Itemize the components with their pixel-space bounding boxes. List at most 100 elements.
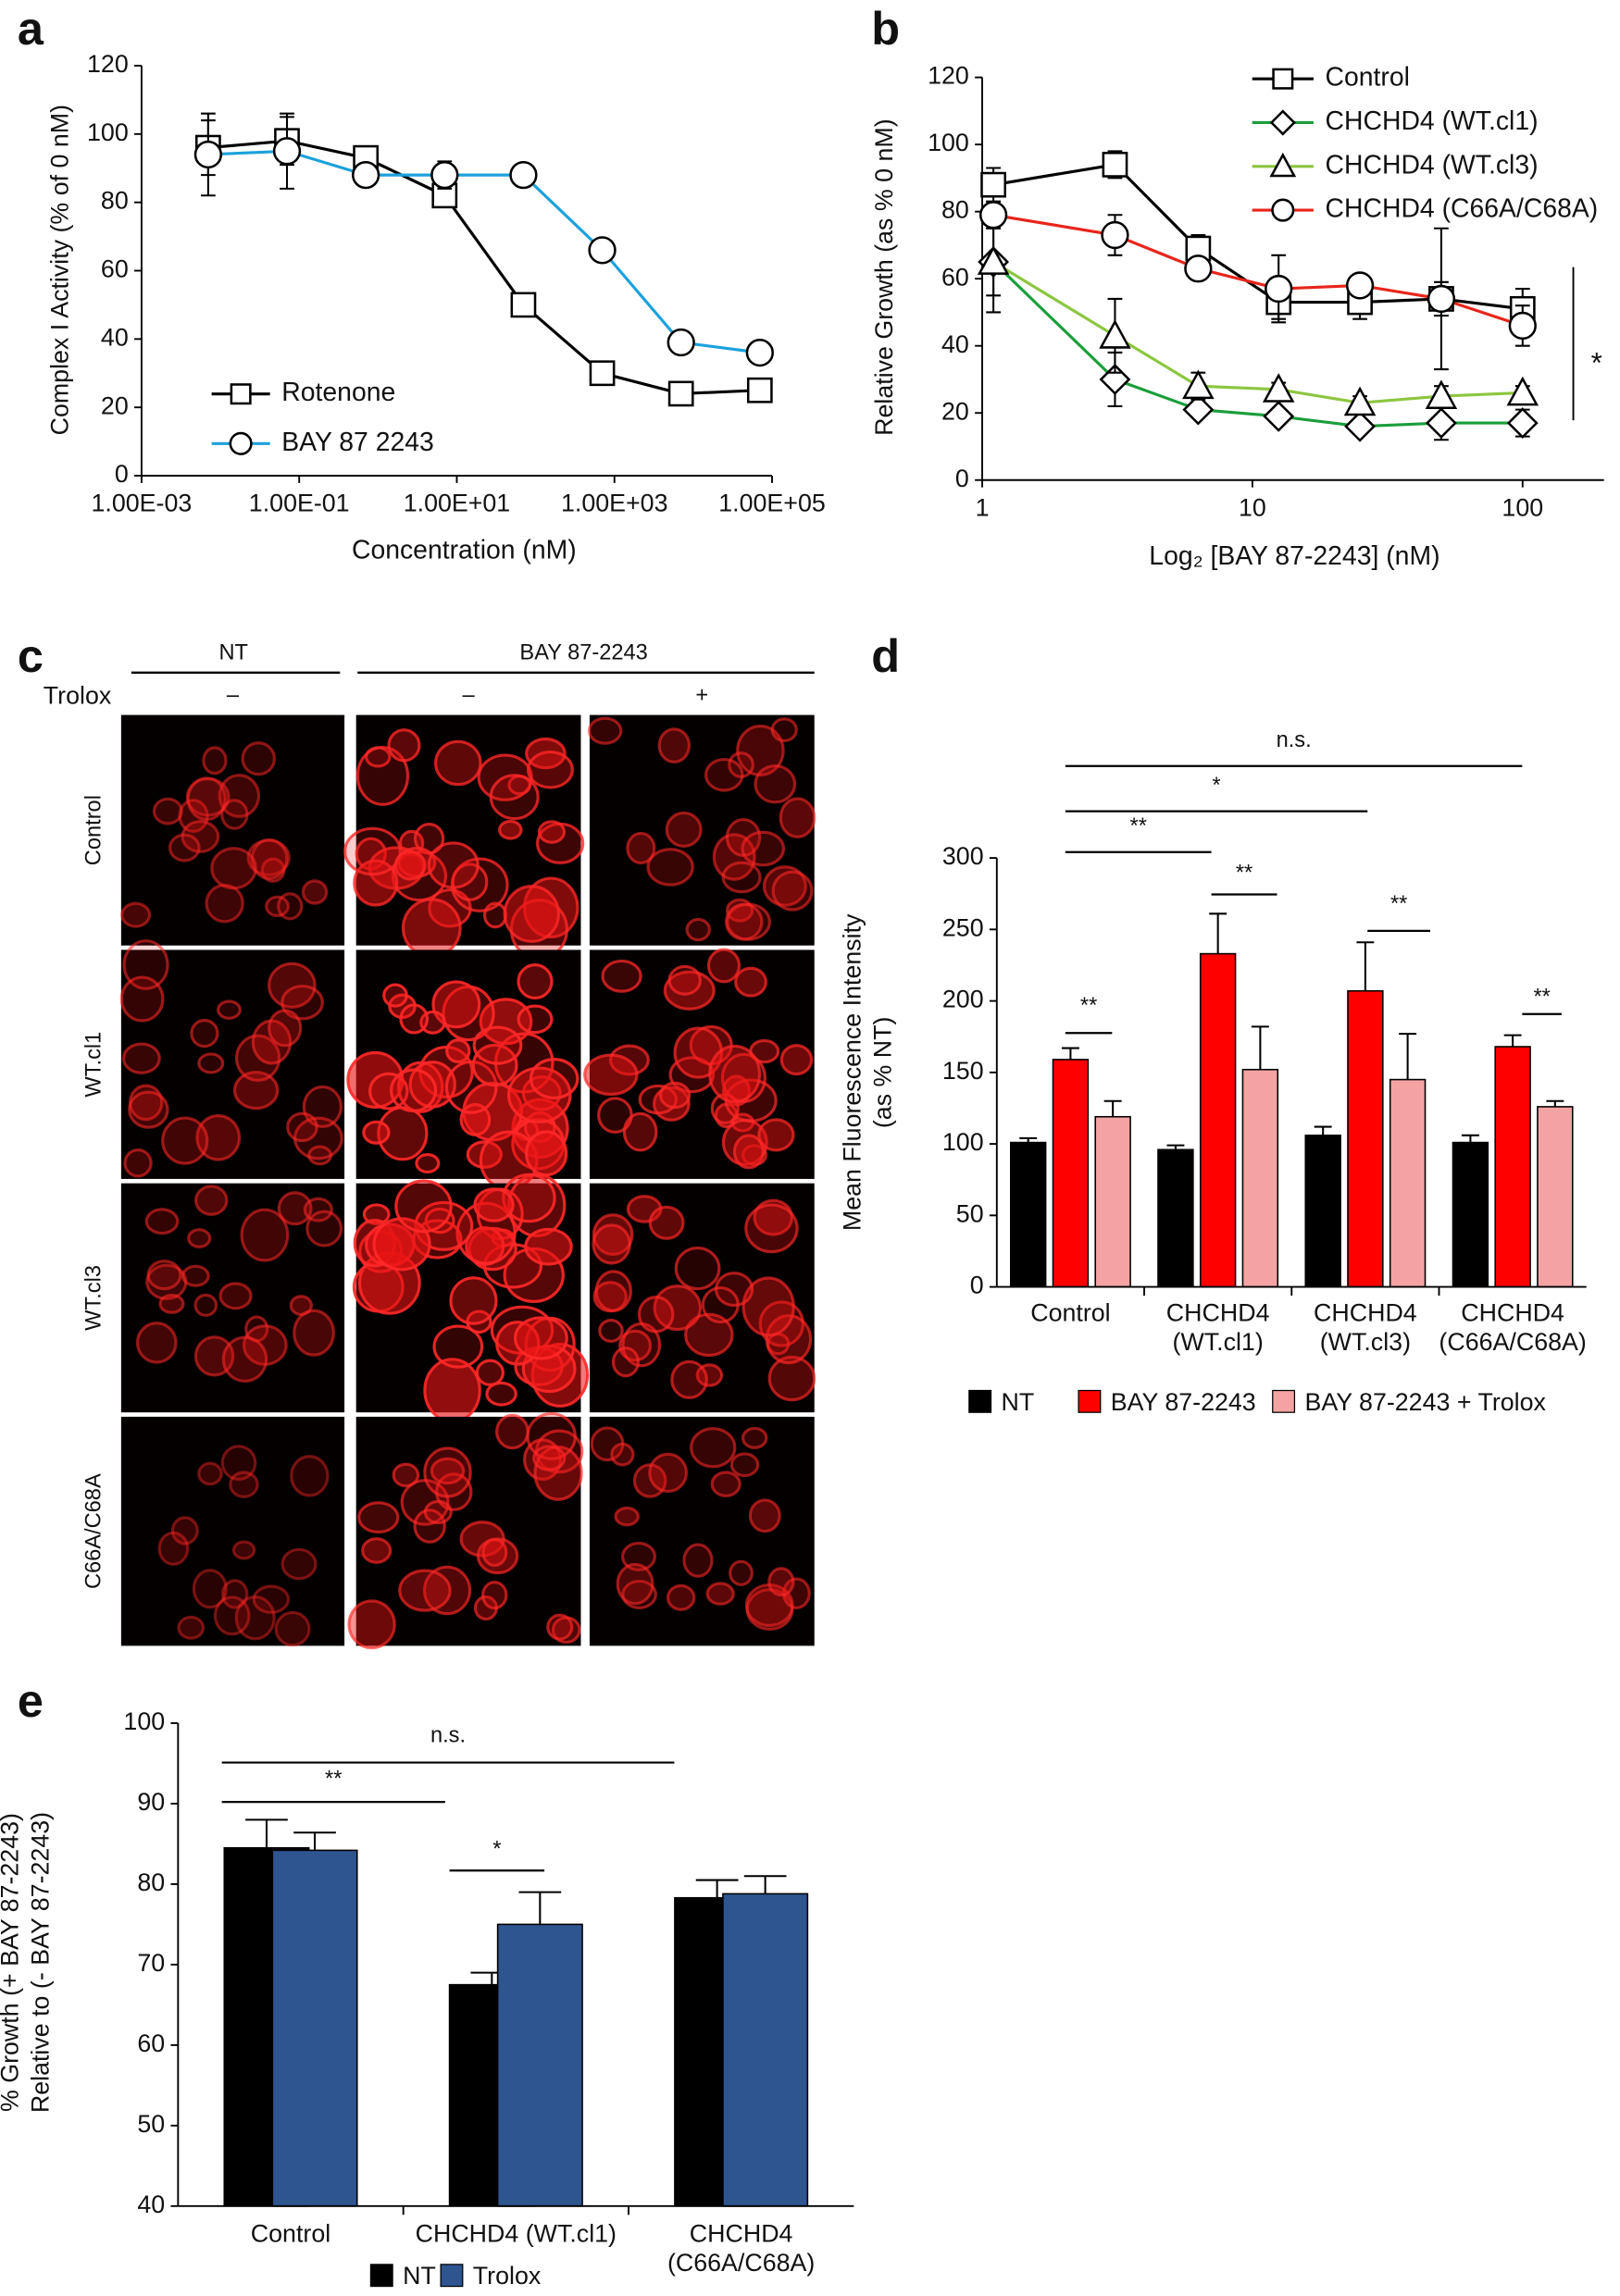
cell bbox=[532, 1445, 567, 1471]
cell bbox=[753, 1198, 794, 1236]
cell bbox=[408, 1061, 456, 1109]
y-tick-label: 150 bbox=[942, 1057, 984, 1085]
cell bbox=[193, 1293, 218, 1317]
legend-swatch bbox=[1078, 1389, 1102, 1413]
marker bbox=[352, 160, 380, 190]
cell bbox=[757, 1118, 795, 1152]
cell bbox=[513, 1316, 568, 1360]
marker bbox=[1099, 319, 1131, 349]
y-tick-label: 80 bbox=[941, 196, 969, 224]
cell bbox=[168, 833, 201, 863]
y-tick-label: 40 bbox=[137, 2191, 165, 2218]
y-tick-label: 100 bbox=[928, 129, 969, 156]
cell bbox=[729, 1559, 754, 1586]
cell bbox=[120, 901, 152, 928]
cell bbox=[472, 1025, 523, 1065]
marker bbox=[510, 292, 537, 318]
cell bbox=[620, 1542, 656, 1571]
cell bbox=[231, 1540, 256, 1560]
cell bbox=[192, 1569, 228, 1609]
text-line: (WT.cl3) bbox=[1320, 1328, 1411, 1356]
cell bbox=[234, 1595, 276, 1641]
cell bbox=[637, 1296, 675, 1334]
cell bbox=[202, 746, 228, 776]
text-line: Mean Fluorescence Intensity bbox=[838, 913, 866, 1231]
y-axis-label: Mean Fluorescence Intensity (as % NT) bbox=[838, 913, 896, 1231]
cell bbox=[527, 750, 574, 789]
cell bbox=[736, 725, 785, 776]
y-tick-label: 100 bbox=[942, 1128, 984, 1156]
cell bbox=[721, 861, 762, 894]
significance-label: ** bbox=[1236, 862, 1252, 886]
cell bbox=[343, 826, 402, 876]
panel-letter: c bbox=[18, 629, 44, 682]
cell bbox=[121, 1042, 161, 1074]
cell bbox=[708, 1044, 762, 1104]
treatment-label: Trolox bbox=[44, 682, 112, 710]
cell bbox=[475, 1359, 505, 1386]
cell bbox=[704, 757, 744, 792]
x-tick-label: 1.00E+05 bbox=[718, 490, 825, 517]
marker bbox=[1102, 152, 1128, 178]
cell bbox=[674, 1246, 721, 1291]
cell bbox=[170, 1516, 199, 1545]
cell bbox=[524, 1227, 573, 1266]
marker bbox=[1425, 379, 1458, 409]
cell bbox=[489, 774, 540, 821]
significance-label: ** bbox=[1533, 986, 1550, 1010]
x-tick-label: 1.00E+03 bbox=[561, 490, 667, 517]
text-line: % Growth (+ BAY 87-2243) bbox=[0, 1813, 24, 2112]
cell bbox=[390, 1068, 438, 1112]
cell bbox=[444, 1060, 498, 1114]
bar bbox=[1304, 1135, 1341, 1288]
treatment-sign: – bbox=[463, 683, 476, 707]
bar bbox=[1094, 1115, 1131, 1288]
marker bbox=[746, 377, 773, 403]
text-line: CHCHD4 bbox=[1461, 1299, 1564, 1327]
cell bbox=[682, 1543, 714, 1578]
legend-label: BAY 87 2243 bbox=[281, 428, 434, 457]
marker bbox=[1271, 198, 1295, 222]
cell bbox=[177, 1615, 206, 1640]
marker bbox=[1343, 386, 1377, 416]
y-tick-label: 20 bbox=[941, 397, 969, 425]
legend-swatch bbox=[1272, 1389, 1296, 1413]
cell bbox=[397, 1061, 444, 1113]
cell bbox=[213, 1595, 251, 1636]
marker bbox=[1426, 407, 1457, 440]
cell bbox=[432, 1324, 484, 1369]
cell bbox=[128, 1090, 169, 1129]
cell bbox=[305, 1210, 343, 1247]
cell bbox=[382, 983, 408, 1008]
cell bbox=[706, 948, 741, 984]
cell bbox=[423, 1446, 472, 1498]
cell bbox=[734, 966, 767, 998]
marker bbox=[1182, 393, 1215, 426]
cell bbox=[779, 1044, 814, 1076]
cell bbox=[449, 1276, 498, 1325]
cell bbox=[119, 975, 165, 1023]
panel-letter: d bbox=[871, 629, 900, 682]
x-tick-label: 1 bbox=[976, 493, 990, 521]
cell bbox=[481, 1538, 508, 1568]
marker bbox=[230, 383, 252, 405]
significance-label: n.s. bbox=[430, 1723, 466, 1747]
significance-label: * bbox=[1212, 774, 1220, 798]
micrograph bbox=[120, 1416, 345, 1646]
bar bbox=[1157, 1148, 1194, 1288]
cell bbox=[423, 1358, 481, 1423]
cell bbox=[423, 1499, 453, 1525]
cell bbox=[290, 1455, 330, 1497]
cell bbox=[427, 841, 480, 889]
cell bbox=[770, 717, 798, 743]
y-tick-label: 60 bbox=[137, 2029, 165, 2057]
text-line: Relative to (- BAY 87-2243) bbox=[27, 1812, 55, 2113]
cell bbox=[529, 1058, 579, 1099]
marker bbox=[1269, 109, 1296, 136]
error-bar bbox=[1061, 1047, 1079, 1060]
cell bbox=[546, 1613, 574, 1641]
cell bbox=[666, 1583, 696, 1611]
x-tick-label: CHCHD4 (WT.cl1) bbox=[1166, 1299, 1270, 1357]
cell bbox=[657, 727, 692, 763]
legend-swatch bbox=[968, 1389, 992, 1413]
